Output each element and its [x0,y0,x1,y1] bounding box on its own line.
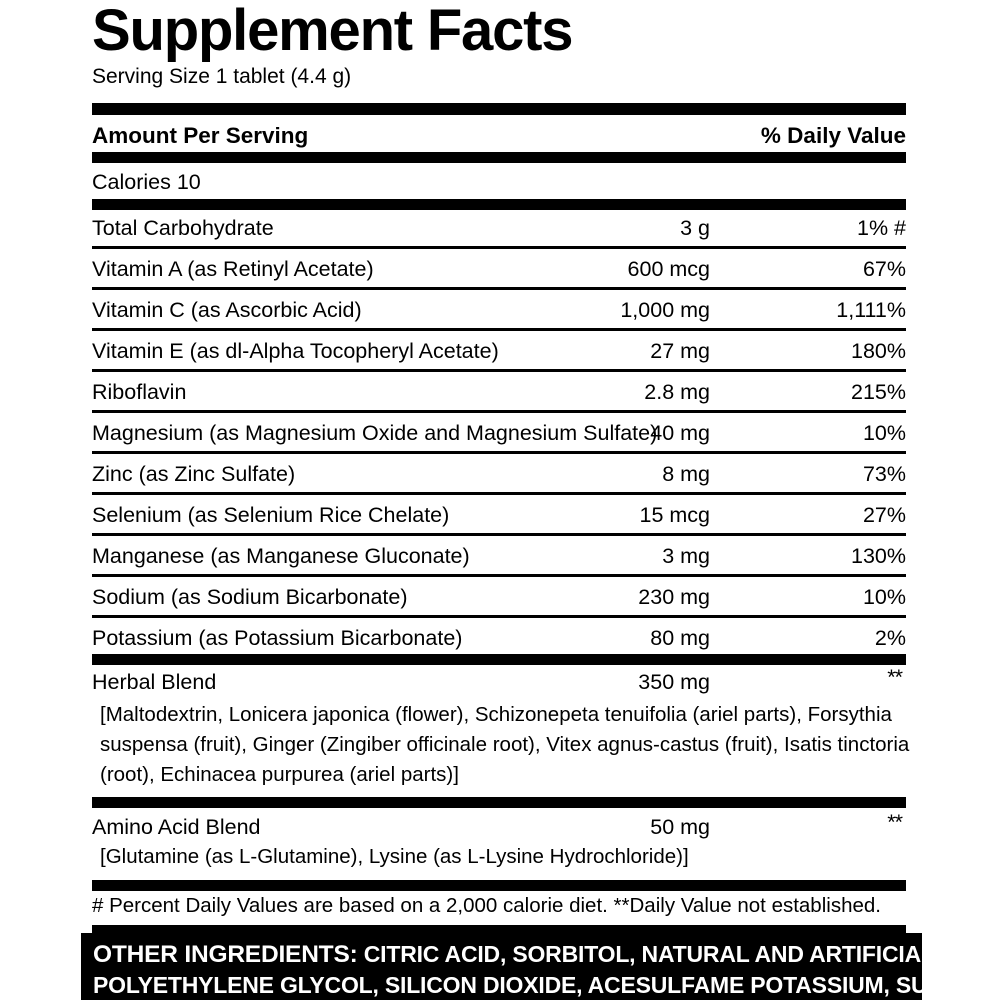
nutrient-amount: 40 mg [650,421,710,445]
rule-under-footnote [92,925,906,936]
title-block: Supplement Facts Serving Size 1 tablet (… [92,0,906,90]
row-divider [92,533,906,536]
other-ingredients-label: OTHER INGREDIENTS: [93,941,358,968]
rule-under-calories [92,199,906,210]
nutrient-daily-value: 27% [862,503,906,527]
nutrient-amount: 8 mg [662,462,710,486]
nutrient-daily-value: 67% [862,257,906,281]
nutrient-name: Total Carbohydrate [92,216,274,240]
table-row: Vitamin A (as Retinyl Acetate) 600 mcg 6… [92,250,906,288]
row-divider [92,287,906,290]
table-header-row: Amount Per Serving % Daily Value [92,117,906,155]
row-divider [92,369,906,372]
nutrient-daily-value: 10% [862,585,906,609]
amino-acid-blend-amount: 50 mg [650,815,710,839]
amino-acid-blend-row: Amino Acid Blend 50 mg ** [92,808,906,846]
row-divider [92,328,906,331]
nutrient-amount: 15 mcg [639,503,710,527]
daily-value-footnote: # Percent Daily Values are based on a 2,… [92,894,881,917]
table-row: Vitamin E (as dl-Alpha Tocopheryl Acetat… [92,332,906,370]
nutrient-daily-value: 1% # [856,216,906,240]
nutrient-amount: 27 mg [650,339,710,363]
herbal-blend-row: Herbal Blend 350 mg ** [92,663,906,701]
nutrient-daily-value: 130% [851,544,906,568]
row-divider [92,615,906,618]
row-divider [92,451,906,454]
nutrient-name: Riboflavin [92,380,187,404]
table-row: Zinc (as Zinc Sulfate) 8 mg 73% [92,455,906,493]
nutrient-name: Sodium (as Sodium Bicarbonate) [92,585,408,609]
table-row: Total Carbohydrate 3 g 1% # [92,209,906,247]
amino-acid-blend-daily-value: ** [887,810,903,834]
row-divider [92,492,906,495]
nutrient-amount: 1,000 mg [620,298,710,322]
calories-label: Calories 10 [92,170,201,194]
other-ingredients-line-2: POLYETHYLENE GLYCOL, SILICON DIOXIDE, AC… [93,972,922,998]
nutrient-name: Zinc (as Zinc Sulfate) [92,462,296,486]
row-divider [92,246,906,249]
nutrient-daily-value: 1,111% [836,298,906,322]
nutrient-amount: 230 mg [638,585,710,609]
nutrient-daily-value: 10% [862,421,906,445]
herbal-blend-daily-value: ** [887,665,903,689]
nutrient-amount: 3 g [680,216,710,240]
other-ingredients-box: OTHER INGREDIENTS: CITRIC ACID, SORBITOL… [81,933,922,1000]
table-row: Sodium (as Sodium Bicarbonate) 230 mg 10… [92,578,906,616]
nutrient-name: Vitamin C (as Ascorbic Acid) [92,298,362,322]
nutrient-name: Magnesium (as Magnesium Oxide and Magnes… [92,421,658,445]
nutrient-daily-value: 215% [851,380,906,404]
row-divider [92,574,906,577]
amount-per-serving-header: Amount Per Serving [92,123,309,148]
herbal-blend-name: Herbal Blend [92,670,217,694]
nutrient-daily-value: 73% [862,462,906,486]
nutrient-amount: 3 mg [662,544,710,568]
rule-before-herbal-blend [92,654,906,665]
nutrient-daily-value: 2% [874,626,906,650]
table-row: Vitamin C (as Ascorbic Acid) 1,000 mg 1,… [92,291,906,329]
nutrient-name: Manganese (as Manganese Gluconate) [92,544,470,568]
amino-acid-blend-name: Amino Acid Blend [92,815,261,839]
page-title: Supplement Facts [92,0,574,63]
herbal-blend-ingredients: [Maltodextrin, Lonicera japonica (flower… [100,703,910,786]
table-row: Manganese (as Manganese Gluconate) 3 mg … [92,537,906,575]
nutrient-daily-value: 180% [851,339,906,363]
rule-under-header [92,152,906,163]
nutrient-amount: 80 mg [650,626,710,650]
nutrient-name: Selenium (as Selenium Rice Chelate) [92,503,450,527]
table-row: Potassium (as Potassium Bicarbonate) 80 … [92,619,906,657]
table-row: Riboflavin 2.8 mg 215% [92,373,906,411]
calories-row: Calories 10 [92,163,906,201]
nutrient-name: Vitamin A (as Retinyl Acetate) [92,257,374,281]
herbal-blend-amount: 350 mg [638,670,710,694]
daily-value-header: % Daily Value [760,123,906,148]
nutrient-amount: 2.8 mg [644,380,710,404]
rule-before-amino-blend [92,797,906,808]
rule-under-title [92,103,906,115]
other-ingredients-text-1: CITRIC ACID, SORBITOL, NATURAL AND ARTIF… [363,941,922,967]
rule-before-footnote [92,880,906,891]
amino-acid-blend-ingredients: [Glutamine (as L-Glutamine), Lysine (as … [100,845,689,868]
nutrient-name: Vitamin E (as dl-Alpha Tocopheryl Acetat… [92,339,499,363]
nutrient-name: Potassium (as Potassium Bicarbonate) [92,626,463,650]
table-row: Selenium (as Selenium Rice Chelate) 15 m… [92,496,906,534]
row-divider [92,410,906,413]
nutrient-amount: 600 mcg [627,257,710,281]
table-row: Magnesium (as Magnesium Oxide and Magnes… [92,414,906,452]
other-ingredients-line-1: OTHER INGREDIENTS: CITRIC ACID, SORBITOL… [93,939,922,970]
serving-size-text: Serving Size 1 tablet (4.4 g) [92,65,352,88]
